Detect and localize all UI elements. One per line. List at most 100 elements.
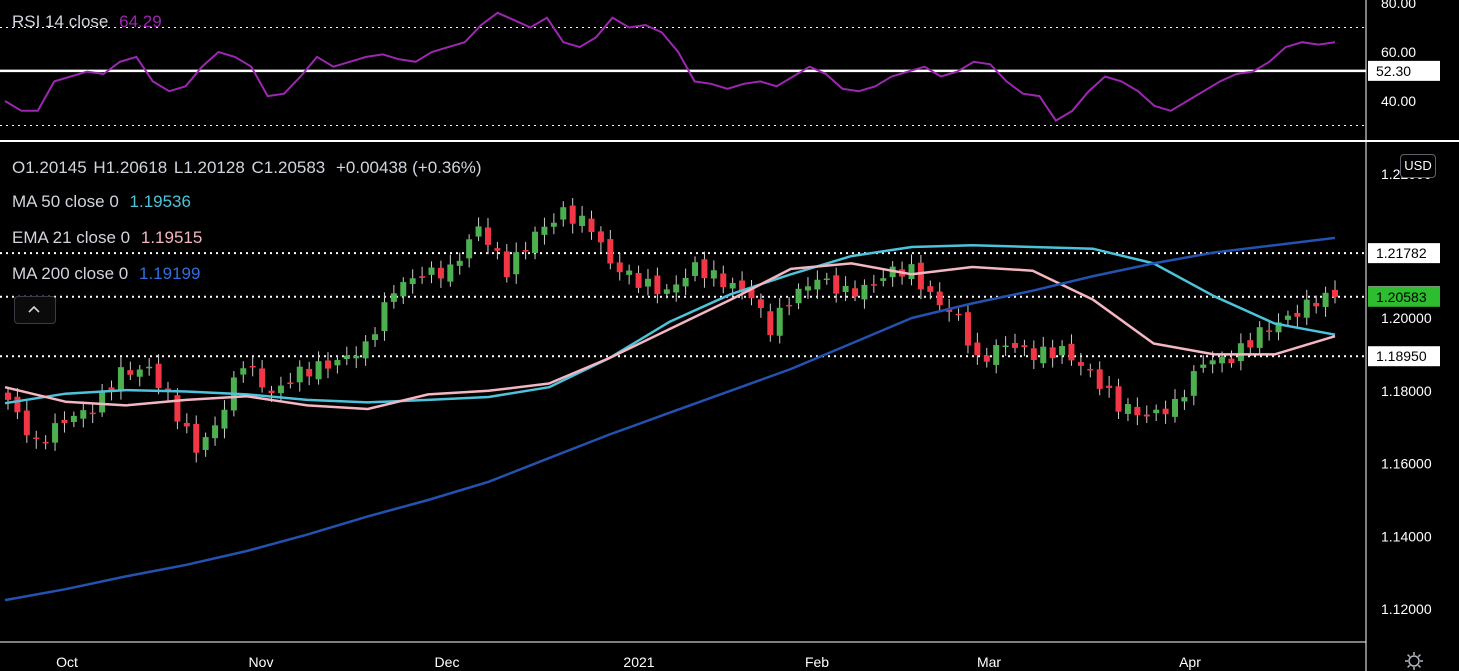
candle-down: [1096, 369, 1103, 389]
candle-up: [466, 239, 473, 259]
rsi-tick-label: 80.00: [1381, 0, 1416, 11]
candle-up: [579, 215, 586, 226]
candle-down: [14, 396, 21, 413]
candle-down: [287, 382, 294, 385]
candle-down: [437, 267, 444, 279]
candle-down: [1294, 312, 1301, 317]
candle-up: [1200, 364, 1207, 368]
current-price-tag: [1368, 286, 1440, 307]
candle-up: [1322, 292, 1329, 307]
candle-up: [1172, 398, 1179, 417]
rsi-line: [4, 11, 1336, 122]
candle-down: [494, 248, 501, 251]
candle-up: [99, 390, 106, 413]
candle-up: [795, 288, 802, 304]
currency-button[interactable]: USD: [1400, 154, 1436, 178]
price-level-label: 1.21782: [1376, 245, 1427, 261]
candle-up: [532, 231, 539, 254]
candle-up: [776, 307, 783, 336]
candle-up: [315, 361, 322, 380]
candle-up: [729, 283, 736, 289]
candle-up: [1284, 315, 1291, 320]
ma50-label: MA 50 close 0: [12, 192, 119, 211]
candle-down: [61, 419, 68, 424]
price-tick-label: 1.14000: [1381, 528, 1432, 544]
candle-up: [541, 226, 548, 235]
candle-down: [259, 368, 266, 388]
candle-up: [710, 270, 717, 279]
candle-down: [89, 412, 96, 415]
candle-down: [757, 299, 764, 308]
candle-up: [1303, 299, 1310, 318]
candle-down: [183, 422, 190, 427]
price-level-label: 1.18950: [1376, 348, 1427, 364]
ema21-value: 1.19515: [140, 228, 203, 247]
candle-up: [1256, 327, 1263, 348]
ma50-line: [4, 243, 1336, 405]
candle-up: [842, 285, 849, 292]
candle-up: [372, 334, 379, 340]
time-axis: Oct Nov Dec 2021 Feb Mar Apr: [56, 654, 1201, 670]
ma200-legend: MA 200 close 0 1.19199: [12, 264, 206, 284]
candle-down: [964, 312, 971, 346]
candle-up: [80, 410, 87, 419]
candle-down: [23, 410, 30, 436]
price-tick-label: 1.12000: [1381, 601, 1432, 617]
candle-down: [607, 239, 614, 264]
ohlc-high: H1.20618: [93, 158, 168, 177]
price-tick-label: 1.16000: [1381, 456, 1432, 472]
settings-gear-icon[interactable]: [1404, 651, 1424, 671]
candle-up: [1059, 346, 1066, 356]
ohlc-close: C1.20583: [251, 158, 326, 177]
candle-up: [663, 289, 670, 294]
candle-up: [390, 293, 397, 302]
candle-down: [503, 251, 510, 278]
candle-up: [814, 279, 821, 290]
candle-up: [296, 366, 303, 383]
rsi-pane: [0, 11, 1366, 126]
candle-down: [927, 286, 934, 292]
ohlc-low: L1.20128: [173, 158, 245, 177]
rsi-tick-label: 60.00: [1381, 44, 1416, 60]
candle-up: [644, 278, 651, 287]
candle-up: [908, 264, 915, 280]
rsi-legend: RSI 14 close 64.29: [12, 12, 168, 32]
candle-down: [654, 275, 661, 295]
ema21-legend: EMA 21 close 0 1.19515: [12, 228, 208, 248]
candle-down: [616, 262, 623, 273]
candle-down: [155, 363, 162, 389]
candle-up: [1181, 397, 1188, 402]
candle-down: [484, 227, 491, 245]
candle-up: [353, 355, 360, 359]
candle-up: [240, 368, 247, 375]
collapse-legend-button[interactable]: [14, 296, 56, 324]
candle-up: [682, 277, 689, 287]
candle-down: [1012, 343, 1019, 348]
candle-up: [560, 207, 567, 220]
candle-down: [1106, 385, 1113, 388]
candle-up: [1237, 343, 1244, 362]
price-tick-label: 1.18000: [1381, 383, 1432, 399]
time-tick-label: Oct: [56, 654, 78, 670]
candle-up: [117, 367, 124, 391]
candle-down: [324, 360, 331, 369]
candle-up: [1190, 371, 1197, 396]
rsi-label: RSI 14 close: [12, 12, 109, 31]
candle-down: [1030, 348, 1037, 360]
candle-down: [268, 390, 275, 394]
candle-down: [701, 259, 708, 279]
candle-up: [1040, 346, 1047, 364]
price-level-tag: [1368, 243, 1440, 264]
candle-up: [550, 222, 557, 227]
ma50-legend: MA 50 close 0 1.19536: [12, 192, 197, 212]
candle-up: [362, 341, 369, 359]
candle-down: [1087, 368, 1094, 371]
candle-up: [221, 409, 228, 429]
candle-down: [917, 262, 924, 290]
candle-down: [588, 218, 595, 233]
candle-up: [1209, 360, 1216, 365]
candle-down: [767, 311, 774, 336]
ohlc-legend: O1.20145 H1.20618 L1.20128 C1.20583 +0.0…: [12, 158, 488, 178]
rsi-level-tag: [1368, 60, 1440, 81]
